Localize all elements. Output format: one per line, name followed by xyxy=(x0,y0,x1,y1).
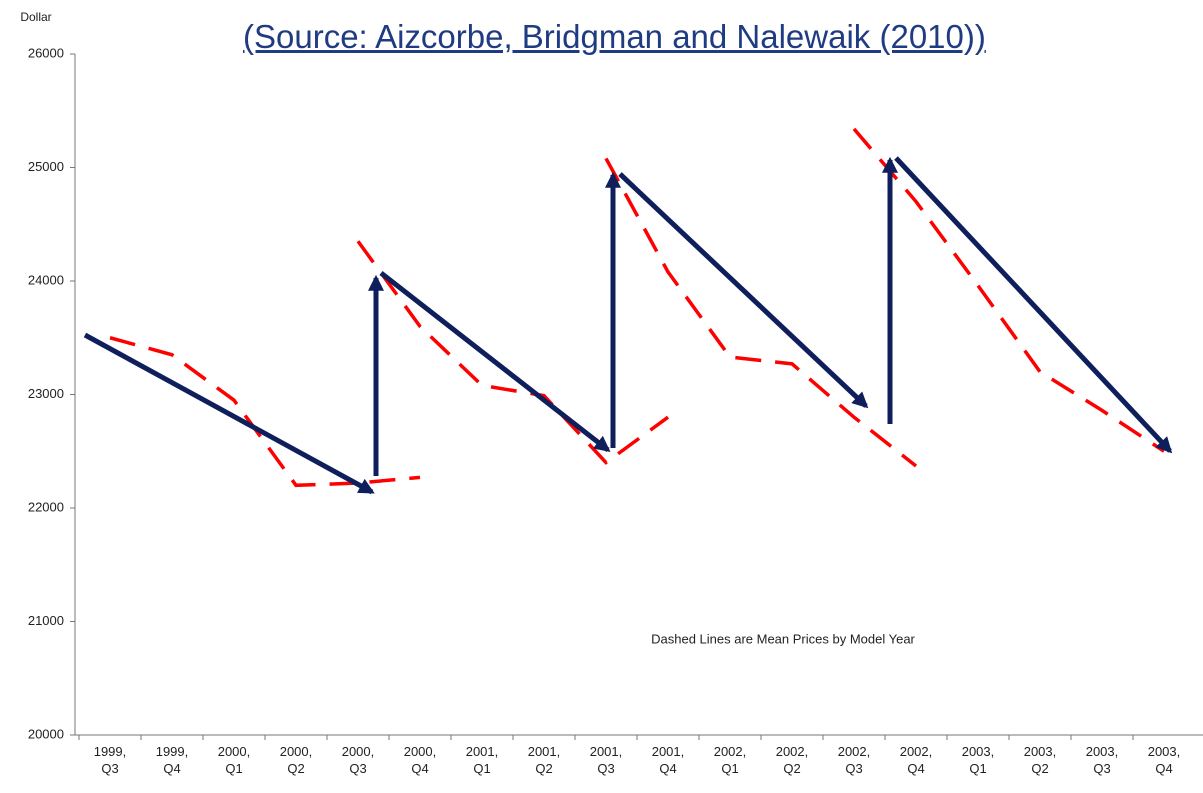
annotation: Dashed Lines are Mean Prices by Model Ye… xyxy=(651,631,915,646)
x-tick-label: 2001, Q1 xyxy=(465,744,499,776)
y-tick-label: 22000 xyxy=(28,499,64,514)
x-tick-label: 2001, Q4 xyxy=(651,744,685,776)
x-tick-label: 2003, Q4 xyxy=(1147,744,1181,776)
arrow xyxy=(379,271,611,452)
x-tick-label: 2003, Q3 xyxy=(1085,744,1119,776)
source-link[interactable]: (Source: Aizcorbe, Bridgman and Nalewaik… xyxy=(243,18,986,55)
arrows xyxy=(83,156,1173,495)
series-line xyxy=(604,157,918,468)
x-tick-label: 2000, Q4 xyxy=(403,744,437,776)
y-tick-label: 20000 xyxy=(28,726,64,741)
x-tick-label: 2000, Q3 xyxy=(341,744,375,776)
x-tick-label: 2001, Q2 xyxy=(527,744,561,776)
arrow xyxy=(618,172,869,409)
x-tick-label: 2002, Q2 xyxy=(775,744,809,776)
series-line xyxy=(109,336,421,488)
x-tick-label: 2003, Q1 xyxy=(961,744,995,776)
arrow xyxy=(83,332,375,495)
x-tick-label: 2002, Q3 xyxy=(837,744,871,776)
x-tick-label: 1999, Q3 xyxy=(93,744,127,776)
x-tick-label: 2003, Q2 xyxy=(1023,744,1057,776)
x-tick-label: 2000, Q1 xyxy=(217,744,251,776)
x-tick-label: 2000, Q2 xyxy=(279,744,313,776)
y-tick-label: 26000 xyxy=(28,45,64,60)
x-tick-label: 2002, Q1 xyxy=(713,744,747,776)
arrow xyxy=(894,156,1173,454)
x-tick-label: 1999, Q4 xyxy=(155,744,189,776)
y-axis-label: Dollar xyxy=(20,10,51,24)
series-line xyxy=(852,127,1165,453)
x-tick-label: 2002, Q4 xyxy=(899,744,933,776)
x-tick-label: 2001, Q3 xyxy=(589,744,623,776)
y-tick-label: 21000 xyxy=(28,613,64,628)
series-line xyxy=(356,240,670,465)
series-group xyxy=(109,127,1165,488)
y-tick-label: 25000 xyxy=(28,159,64,174)
y-tick-label: 23000 xyxy=(28,386,64,401)
y-tick-label: 24000 xyxy=(28,272,64,287)
